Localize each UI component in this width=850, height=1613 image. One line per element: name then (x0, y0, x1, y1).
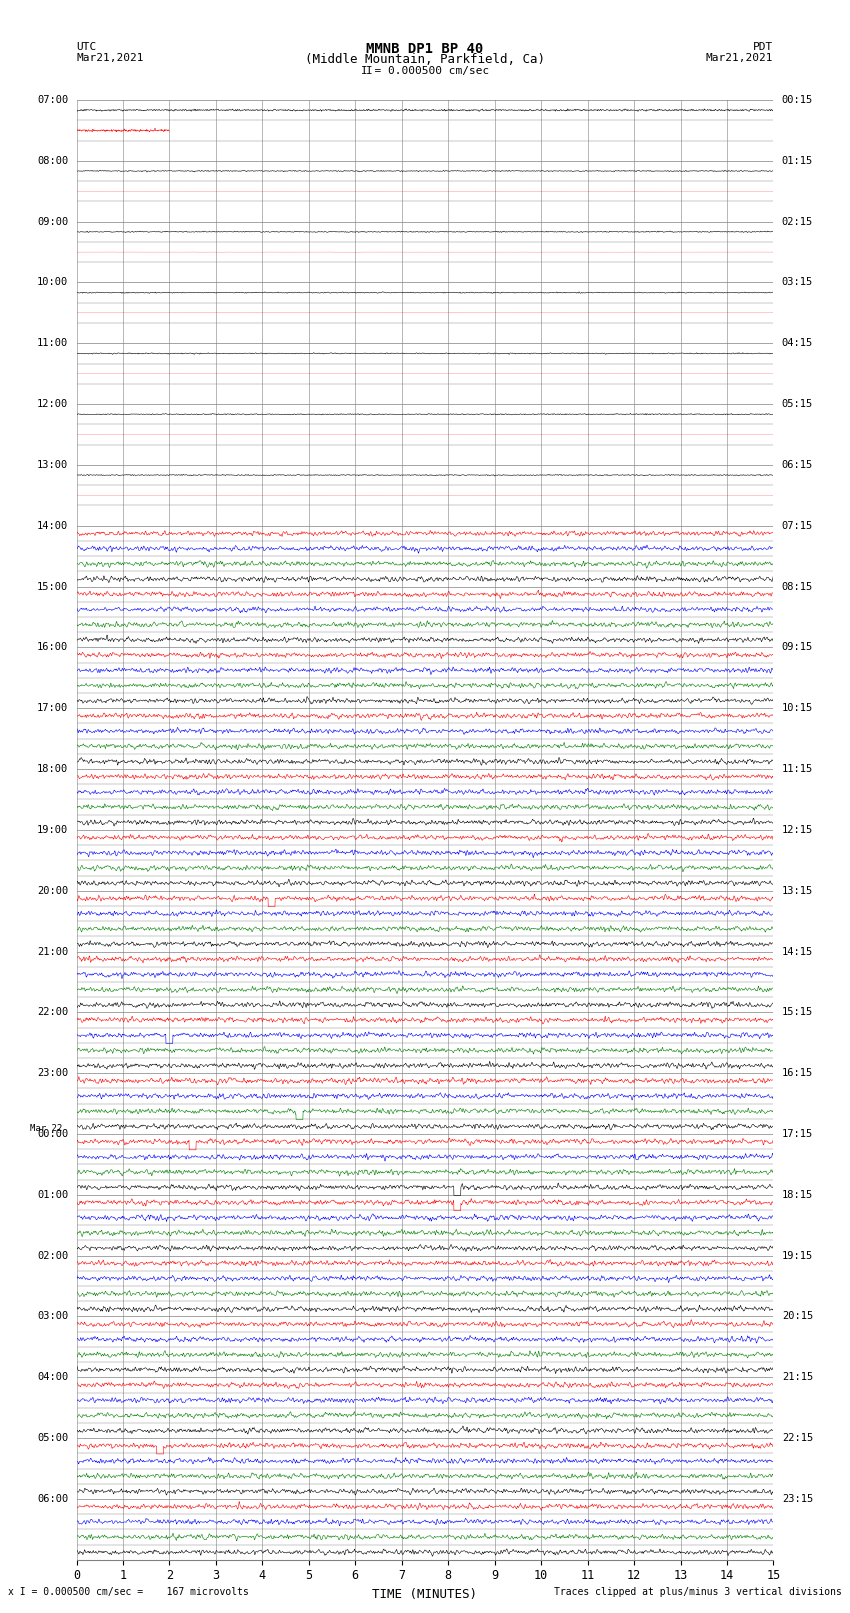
Text: Mar21,2021: Mar21,2021 (706, 53, 774, 63)
Text: 12:00: 12:00 (37, 398, 68, 410)
Text: 06:15: 06:15 (782, 460, 813, 469)
Text: 15:15: 15:15 (782, 1008, 813, 1018)
Text: 14:00: 14:00 (37, 521, 68, 531)
Text: 01:00: 01:00 (37, 1190, 68, 1200)
Text: 02:00: 02:00 (37, 1250, 68, 1261)
Text: 05:15: 05:15 (782, 398, 813, 410)
Text: 23:00: 23:00 (37, 1068, 68, 1077)
Text: 21:15: 21:15 (782, 1373, 813, 1382)
Text: 22:15: 22:15 (782, 1432, 813, 1444)
Text: 09:15: 09:15 (782, 642, 813, 652)
Text: 10:15: 10:15 (782, 703, 813, 713)
Text: 19:15: 19:15 (782, 1250, 813, 1261)
Text: PDT: PDT (753, 42, 774, 52)
Text: MMNB DP1 BP 40: MMNB DP1 BP 40 (366, 42, 484, 56)
Text: UTC: UTC (76, 42, 97, 52)
Text: 15:00: 15:00 (37, 582, 68, 592)
Text: 13:00: 13:00 (37, 460, 68, 469)
Text: 13:15: 13:15 (782, 886, 813, 895)
Text: Mar21,2021: Mar21,2021 (76, 53, 144, 63)
Text: 04:15: 04:15 (782, 339, 813, 348)
Text: 00:15: 00:15 (782, 95, 813, 105)
Text: I: I (366, 66, 373, 76)
Text: (Middle Mountain, Parkfield, Ca): (Middle Mountain, Parkfield, Ca) (305, 53, 545, 66)
Text: x I = 0.000500 cm/sec =    167 microvolts: x I = 0.000500 cm/sec = 167 microvolts (8, 1587, 249, 1597)
Text: 23:15: 23:15 (782, 1494, 813, 1503)
Text: 03:00: 03:00 (37, 1311, 68, 1321)
Text: 17:15: 17:15 (782, 1129, 813, 1139)
Text: 21:00: 21:00 (37, 947, 68, 957)
Text: 06:00: 06:00 (37, 1494, 68, 1503)
Text: 08:15: 08:15 (782, 582, 813, 592)
Text: 08:00: 08:00 (37, 156, 68, 166)
Text: I = 0.000500 cm/sec: I = 0.000500 cm/sec (361, 66, 489, 76)
Text: 14:15: 14:15 (782, 947, 813, 957)
Text: 17:00: 17:00 (37, 703, 68, 713)
Text: Traces clipped at plus/minus 3 vertical divisions: Traces clipped at plus/minus 3 vertical … (553, 1587, 842, 1597)
Text: 12:15: 12:15 (782, 824, 813, 836)
Text: 22:00: 22:00 (37, 1008, 68, 1018)
Text: 19:00: 19:00 (37, 824, 68, 836)
Text: 16:15: 16:15 (782, 1068, 813, 1077)
Text: 00:00: 00:00 (37, 1129, 68, 1139)
Text: 05:00: 05:00 (37, 1432, 68, 1444)
Text: 01:15: 01:15 (782, 156, 813, 166)
Text: 11:15: 11:15 (782, 765, 813, 774)
Text: 18:15: 18:15 (782, 1190, 813, 1200)
Text: 07:15: 07:15 (782, 521, 813, 531)
X-axis label: TIME (MINUTES): TIME (MINUTES) (372, 1589, 478, 1602)
Text: 10:00: 10:00 (37, 277, 68, 287)
Text: 20:00: 20:00 (37, 886, 68, 895)
Text: Mar 22: Mar 22 (31, 1124, 63, 1132)
Text: 18:00: 18:00 (37, 765, 68, 774)
Text: 04:00: 04:00 (37, 1373, 68, 1382)
Text: 20:15: 20:15 (782, 1311, 813, 1321)
Text: 09:00: 09:00 (37, 216, 68, 227)
Text: 07:00: 07:00 (37, 95, 68, 105)
Text: 02:15: 02:15 (782, 216, 813, 227)
Text: 16:00: 16:00 (37, 642, 68, 652)
Text: 03:15: 03:15 (782, 277, 813, 287)
Text: 11:00: 11:00 (37, 339, 68, 348)
